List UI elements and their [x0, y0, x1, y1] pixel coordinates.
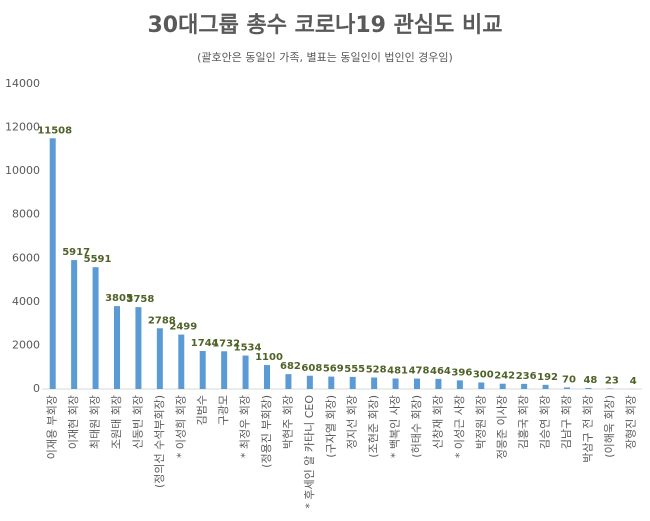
- value-label: 5591: [84, 254, 112, 265]
- value-label: 478: [409, 366, 430, 377]
- x-tick-label: * 최정우 회장: [239, 395, 252, 458]
- bar: [242, 355, 249, 389]
- x-tick-label: 이재현 회장: [67, 395, 80, 449]
- y-tick-label: 2000: [12, 338, 40, 351]
- bar: [456, 380, 463, 389]
- x-tick-label: 김남구 회장: [560, 395, 573, 449]
- bar: [414, 378, 420, 389]
- chart-title: 30대그룹 총수 코로나19 관심도 비교: [148, 13, 503, 38]
- x-tick-label: 정몽준 이사장: [496, 395, 509, 459]
- bar: [349, 376, 356, 389]
- value-label: 300: [473, 369, 494, 380]
- x-tick-label: * 후세인 알 카타니 CEO: [302, 395, 316, 509]
- value-label: 11508: [37, 125, 72, 136]
- x-tick-label: 이재용 부회장: [46, 395, 59, 459]
- x-tick-label: 박현주 회장: [281, 395, 294, 449]
- bar: [199, 351, 206, 389]
- y-tick-label: 10000: [5, 164, 40, 177]
- y-tick-label: 0: [33, 382, 40, 395]
- value-label: 528: [366, 364, 387, 375]
- x-tick-label: (이해욱 회장): [602, 395, 616, 458]
- x-tick-label: 장형진 회장: [624, 395, 637, 449]
- y-tick-label: 8000: [12, 208, 40, 221]
- value-label: 2499: [169, 322, 197, 333]
- x-tick-label: (정용진 부회장): [260, 395, 273, 468]
- y-tick-label: 12000: [5, 121, 40, 134]
- x-tick-label: 신동빈 회장: [131, 395, 144, 449]
- value-label: 236: [516, 371, 537, 382]
- bar: [435, 378, 442, 389]
- x-tick-label: 박정원 회장: [474, 395, 487, 449]
- value-label: 2788: [148, 315, 176, 326]
- x-tick-label: (조현준 회장): [367, 395, 380, 458]
- bar: [156, 328, 163, 389]
- bar: [564, 387, 570, 389]
- value-label: 1732: [212, 338, 240, 349]
- value-label: 4: [630, 376, 637, 387]
- chart-subtitle: (괄호안은 동일인 가족, 별표는 동일인이 법인인 경우임): [197, 50, 453, 64]
- bar: [542, 384, 549, 389]
- bar: [178, 334, 185, 389]
- x-tick-label: 박삼구 전 회장: [581, 395, 594, 463]
- bar: [92, 267, 99, 389]
- value-label: 23: [605, 375, 619, 386]
- bar: [135, 307, 142, 389]
- x-tick-label: * 백복인 사장: [389, 395, 402, 458]
- bar: [328, 376, 335, 389]
- value-label: 682: [280, 361, 301, 372]
- value-label: 3758: [127, 294, 155, 305]
- y-tick-label: 14000: [5, 77, 40, 90]
- bar: [71, 260, 78, 389]
- value-label: 396: [451, 367, 472, 378]
- bar: [371, 377, 378, 389]
- bar: [221, 351, 228, 389]
- bar: [285, 374, 292, 389]
- x-tick-label: * 이성근 사장: [453, 395, 466, 458]
- x-tick-label: (정의선 수석부회장): [153, 395, 166, 488]
- x-tick-label: 신창재 회장: [431, 395, 444, 449]
- value-label: 1744: [191, 338, 219, 349]
- bar: [114, 306, 120, 389]
- x-tick-label: (허태수 회장): [410, 395, 423, 458]
- x-tick-label: 정지선 회장: [346, 395, 359, 449]
- value-label: 608: [301, 363, 322, 374]
- y-tick-label: 4000: [12, 295, 40, 308]
- x-tick-label: (구자열 회장): [324, 395, 337, 458]
- value-label: 5917: [62, 247, 90, 258]
- value-label: 569: [323, 364, 344, 375]
- value-label: 48: [583, 375, 597, 386]
- value-label: 242: [494, 371, 515, 382]
- value-label: 70: [562, 374, 576, 385]
- bar: [585, 387, 592, 389]
- x-tick-label: 김홍국 회장: [516, 395, 530, 449]
- bar: [264, 365, 270, 389]
- value-label: 464: [430, 366, 451, 377]
- x-tick-label: 최태원 회장: [89, 395, 102, 449]
- x-tick-label: 조원태 회장: [110, 395, 123, 449]
- y-tick-label: 6000: [12, 251, 40, 264]
- bar: [521, 383, 528, 389]
- value-label: 1100: [255, 352, 283, 363]
- x-tick-label: * 이성희 회장: [174, 395, 187, 458]
- x-tick-label: 구광모: [217, 395, 230, 425]
- value-label: 1534: [234, 343, 262, 354]
- value-label: 555: [344, 364, 365, 375]
- value-label: 481: [387, 366, 408, 377]
- bar: [499, 383, 506, 389]
- bar: [49, 138, 56, 389]
- bar: [306, 375, 313, 389]
- x-tick-label: 김승연 회장: [539, 395, 552, 449]
- bar: [606, 388, 613, 389]
- bar: [392, 378, 399, 389]
- bar: [478, 382, 485, 389]
- x-tick-label: 김범수: [196, 395, 209, 425]
- value-label: 192: [537, 372, 558, 383]
- value-label: 3805: [105, 293, 133, 304]
